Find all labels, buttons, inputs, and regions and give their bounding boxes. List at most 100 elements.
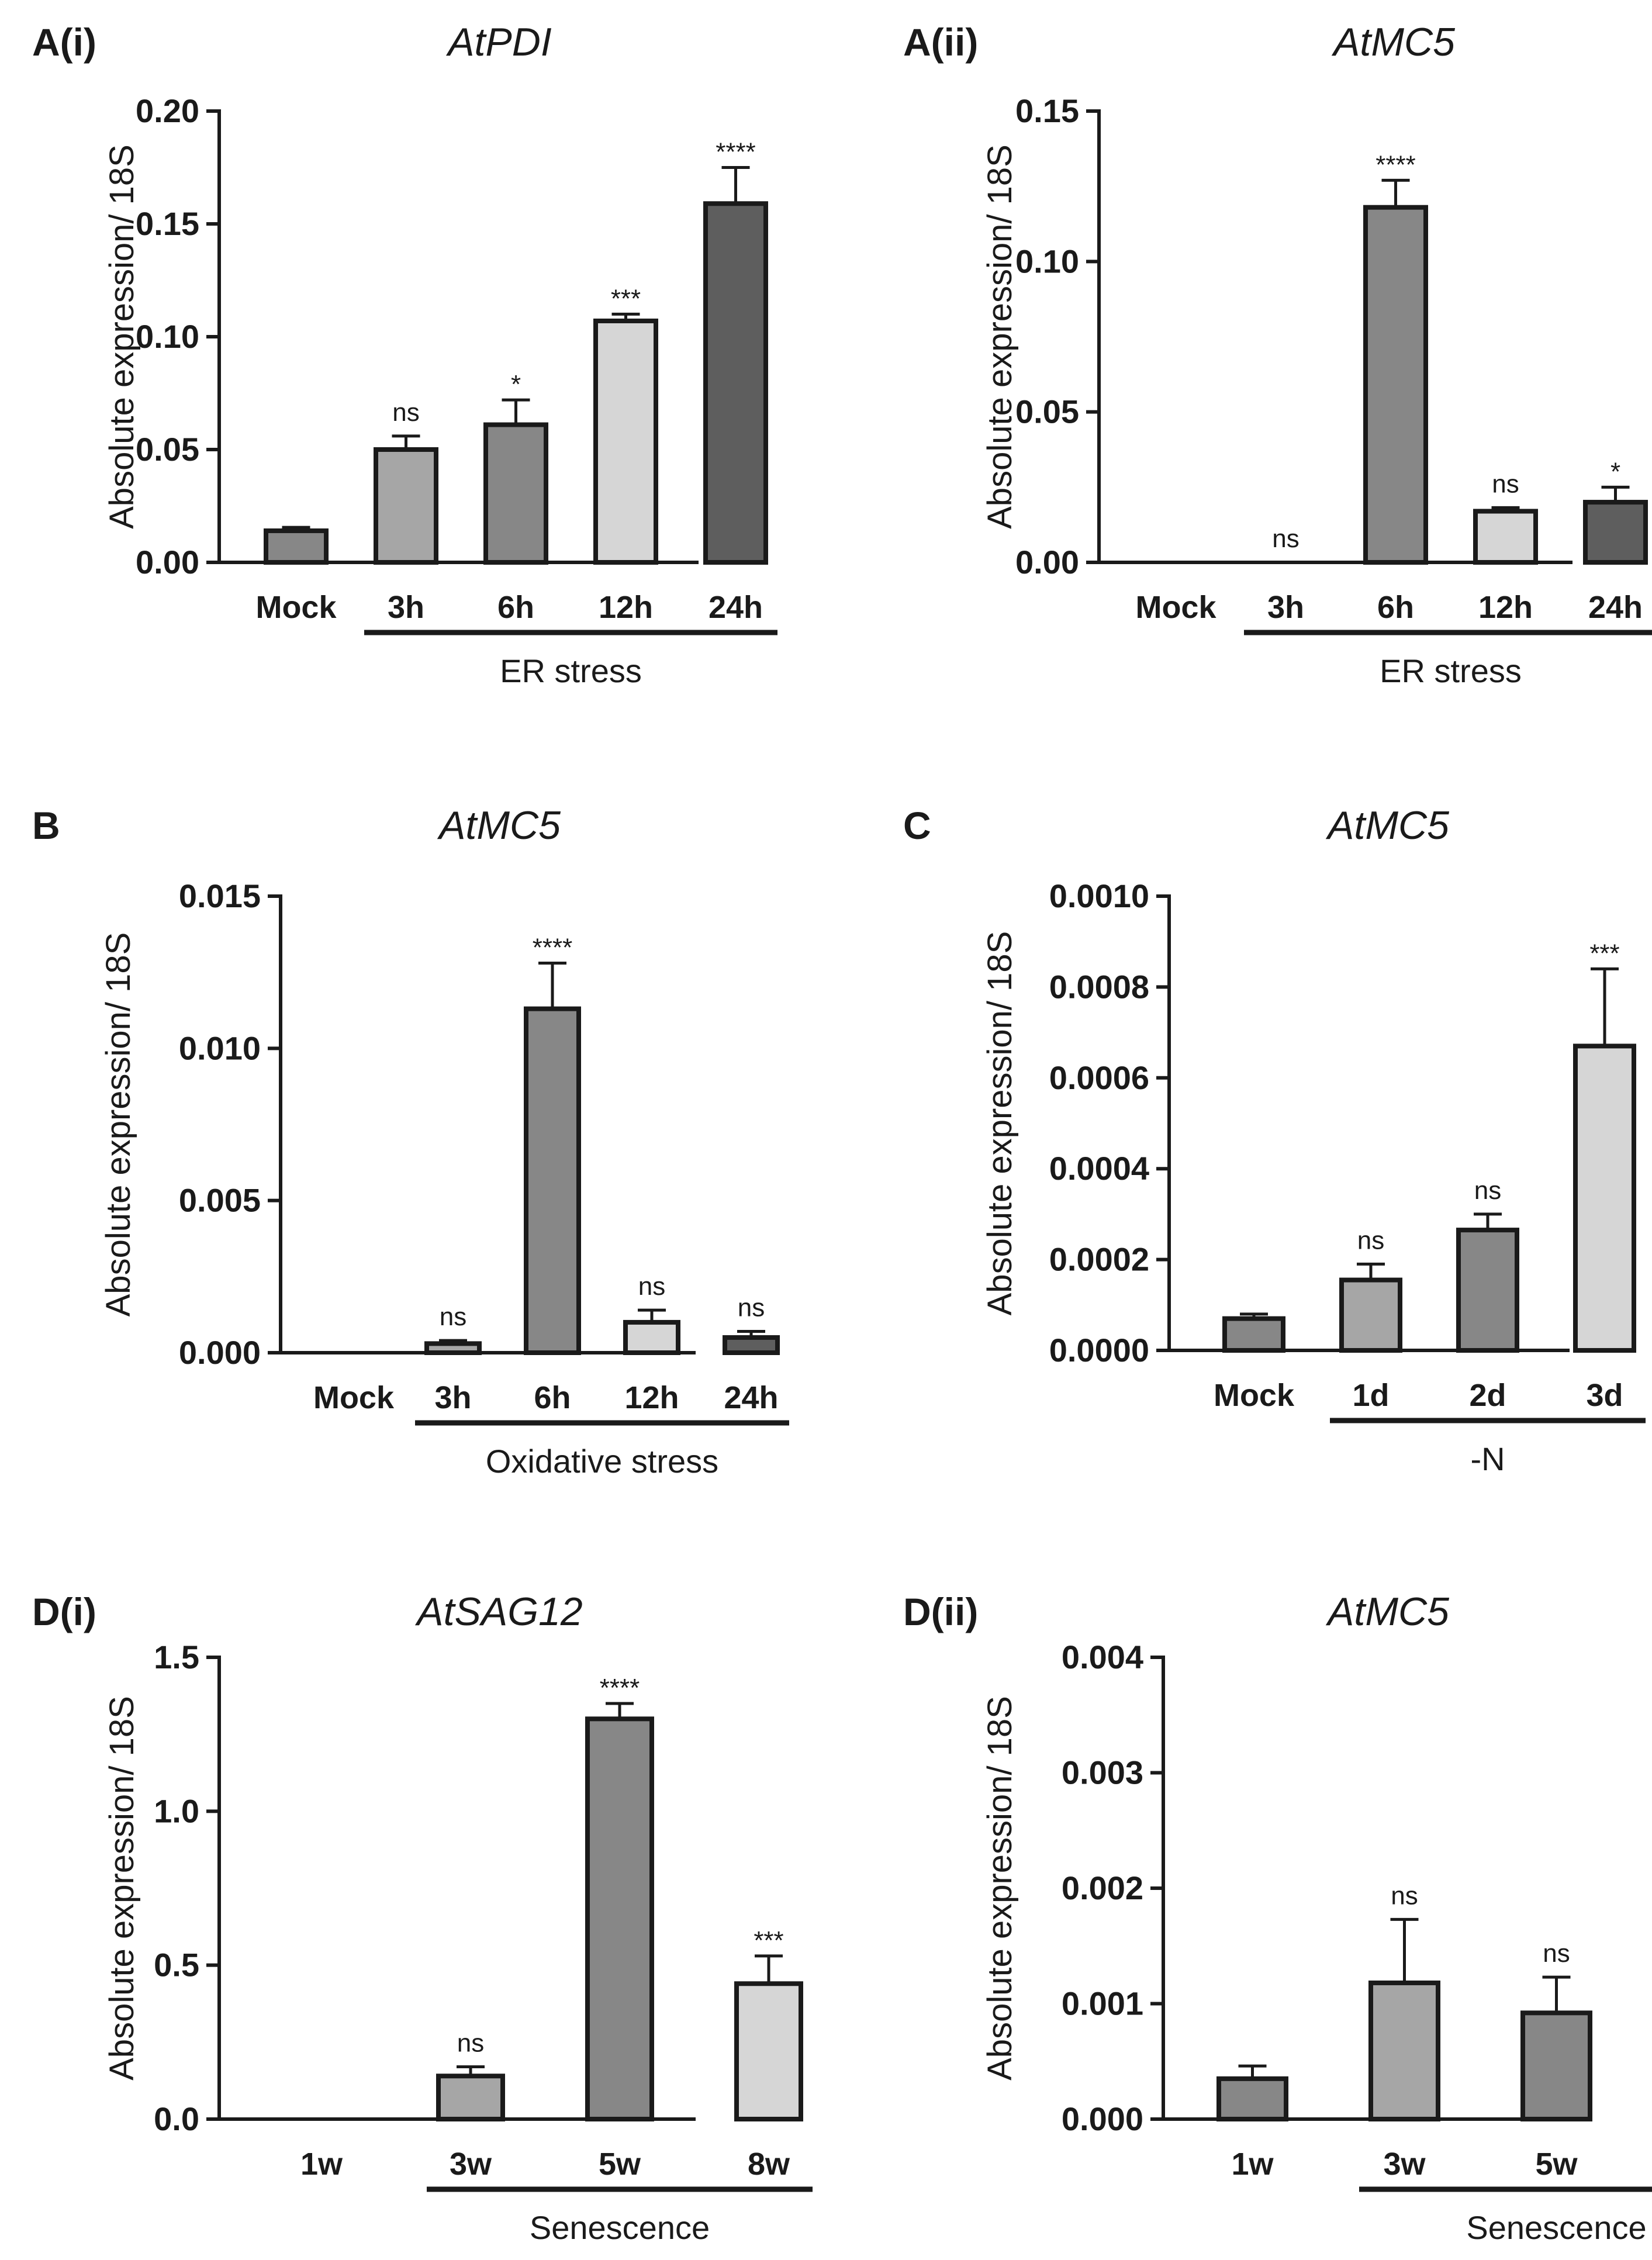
bar-5w <box>1520 2010 1592 2122</box>
x-tick-label: 24h <box>709 590 763 625</box>
y-tick-label: 0.05 <box>1015 393 1079 430</box>
significance-label: *** <box>611 284 641 313</box>
y-tick-label: 0.015 <box>179 877 261 914</box>
x-tick-label: 6h <box>497 590 534 625</box>
y-tick-label: 0.05 <box>136 431 199 468</box>
significance-label: * <box>1610 457 1620 486</box>
panel-dii: D(ii) AtMC5 Absolute expression/ 18S 0.000 0… <box>903 1589 1652 2246</box>
significance-label: ns <box>1272 524 1299 553</box>
y-tick-label: 0.002 <box>1062 1869 1143 1906</box>
y-tick-label: 0.0 <box>154 2100 199 2137</box>
x-tick-label: 6h <box>534 1380 571 1415</box>
bar-3d <box>1573 1043 1636 1353</box>
significance-label: ns <box>1474 1176 1501 1205</box>
panel-title: AtMC5 <box>1325 803 1449 848</box>
group-label: Oxidative stress <box>486 1443 718 1480</box>
panel-label: D(i) <box>32 1590 96 1633</box>
significance-label: ns <box>738 1294 765 1322</box>
x-tick-label: 3h <box>388 590 424 625</box>
y-tick-label: 0.001 <box>1062 1985 1143 2022</box>
y-tick-label: 0.005 <box>179 1182 261 1219</box>
y-axis-label: Absolute expression/ 18S <box>103 1696 141 2081</box>
y-tick-label: 0.10 <box>136 318 199 355</box>
y-tick-label: 0.0008 <box>1049 968 1149 1005</box>
panel-title: AtSAG12 <box>414 1589 583 1634</box>
bar-12h <box>623 1319 680 1356</box>
bar-1w <box>1216 2076 1288 2121</box>
y-tick-label: 0.5 <box>154 1947 199 1983</box>
group-label: ER stress <box>1380 652 1522 689</box>
significance-label: **** <box>533 934 573 962</box>
bar-24h <box>703 201 768 565</box>
y-tick-label: 0.003 <box>1062 1754 1143 1791</box>
x-tick-label: 12h <box>1478 590 1533 625</box>
x-tick-label: Mock <box>313 1380 395 1415</box>
y-tick-label: 0.0002 <box>1049 1241 1149 1278</box>
bar-6h <box>524 1006 581 1355</box>
y-tick-label: 0.004 <box>1062 1639 1143 1675</box>
significance-label: ns <box>1492 469 1519 498</box>
x-tick-label: 24h <box>1588 590 1643 625</box>
panel-label: A(ii) <box>903 20 978 64</box>
x-tick-label: 3h <box>434 1380 471 1415</box>
significance-label: ns <box>457 2029 484 2057</box>
panel-ai: A(i) AtPDI Absolute expression/ 18S 0.00 0.0… <box>32 20 777 689</box>
x-tick-label: Mock <box>1135 590 1216 625</box>
group-label: Senescence <box>1466 2209 1646 2246</box>
significance-label: *** <box>1589 939 1619 967</box>
panel-c: C AtMC5 Absolute expression/ 18S 0.0000 0.00… <box>903 803 1646 1477</box>
significance-label: ns <box>1391 1881 1418 1910</box>
panel-label: D(ii) <box>903 1590 978 1633</box>
y-axis-label: Absolute expression/ 18S <box>981 931 1019 1316</box>
y-tick-label: 0.000 <box>179 1334 261 1371</box>
y-tick-label: 0.0000 <box>1049 1332 1149 1369</box>
bar-12h <box>593 318 658 565</box>
significance-label: ns <box>440 1302 466 1331</box>
bar-24h <box>723 1335 780 1355</box>
significance-label: **** <box>1375 150 1416 179</box>
y-axis-label: Absolute expression/ 18S <box>981 144 1019 529</box>
y-tick-label: 0.10 <box>1015 243 1079 279</box>
panel-b: B AtMC5 Absolute expression/ 18S 0.000 0.005… <box>32 803 789 1480</box>
bar-5w <box>585 1716 654 2121</box>
group-label: -N <box>1470 1440 1505 1477</box>
y-tick-label: 0.000 <box>1062 2100 1143 2137</box>
group-label: Senescence <box>530 2209 710 2246</box>
x-tick-label: Mock <box>1214 1378 1295 1413</box>
y-tick-label: 0.0004 <box>1049 1150 1149 1187</box>
y-tick-label: 0.20 <box>136 92 199 129</box>
bar-6h <box>1363 205 1428 565</box>
x-tick-label: 12h <box>624 1380 679 1415</box>
significance-label: ns <box>392 398 419 427</box>
bar-2d <box>1456 1228 1519 1353</box>
x-tick-label: Mock <box>255 590 337 625</box>
panel-title: AtMC5 <box>437 803 561 848</box>
bar-24h <box>1583 500 1648 565</box>
bar-8w <box>734 1981 803 2121</box>
x-tick-label: 3h <box>1267 590 1304 625</box>
bar-3h <box>374 447 438 565</box>
significance-label: **** <box>716 138 756 167</box>
x-tick-label: 5w <box>1535 2147 1578 2182</box>
bar-3w <box>436 2074 505 2121</box>
y-tick-label: 0.010 <box>179 1029 261 1066</box>
panel-di: D(i) AtSAG12 Absolute expression/ 18S 0.0 0.… <box>32 1589 813 2246</box>
bar-1d <box>1339 1277 1402 1353</box>
panel-label: C <box>903 804 931 847</box>
y-axis-label: Absolute expression/ 18S <box>103 144 141 529</box>
x-tick-label: 2d <box>1469 1378 1506 1413</box>
x-tick-label: 3d <box>1586 1378 1623 1413</box>
x-tick-label: 1d <box>1352 1378 1389 1413</box>
y-tick-label: 0.0010 <box>1049 877 1149 914</box>
y-tick-label: 0.15 <box>1015 92 1079 129</box>
x-tick-label: 3w <box>1383 2147 1426 2182</box>
significance-label: ns <box>1543 1939 1570 1968</box>
x-tick-label: 6h <box>1377 590 1414 625</box>
x-tick-label: 1w <box>300 2147 343 2182</box>
y-tick-label: 0.00 <box>1015 544 1079 580</box>
panel-title: AtMC5 <box>1331 20 1455 64</box>
x-tick-label: 12h <box>599 590 653 625</box>
panel-aii: A(ii) AtMC5 Absolute expression/ 18S 0.00 0.… <box>903 20 1652 689</box>
significance-label: ns <box>638 1272 665 1301</box>
bar-3h <box>424 1341 482 1355</box>
